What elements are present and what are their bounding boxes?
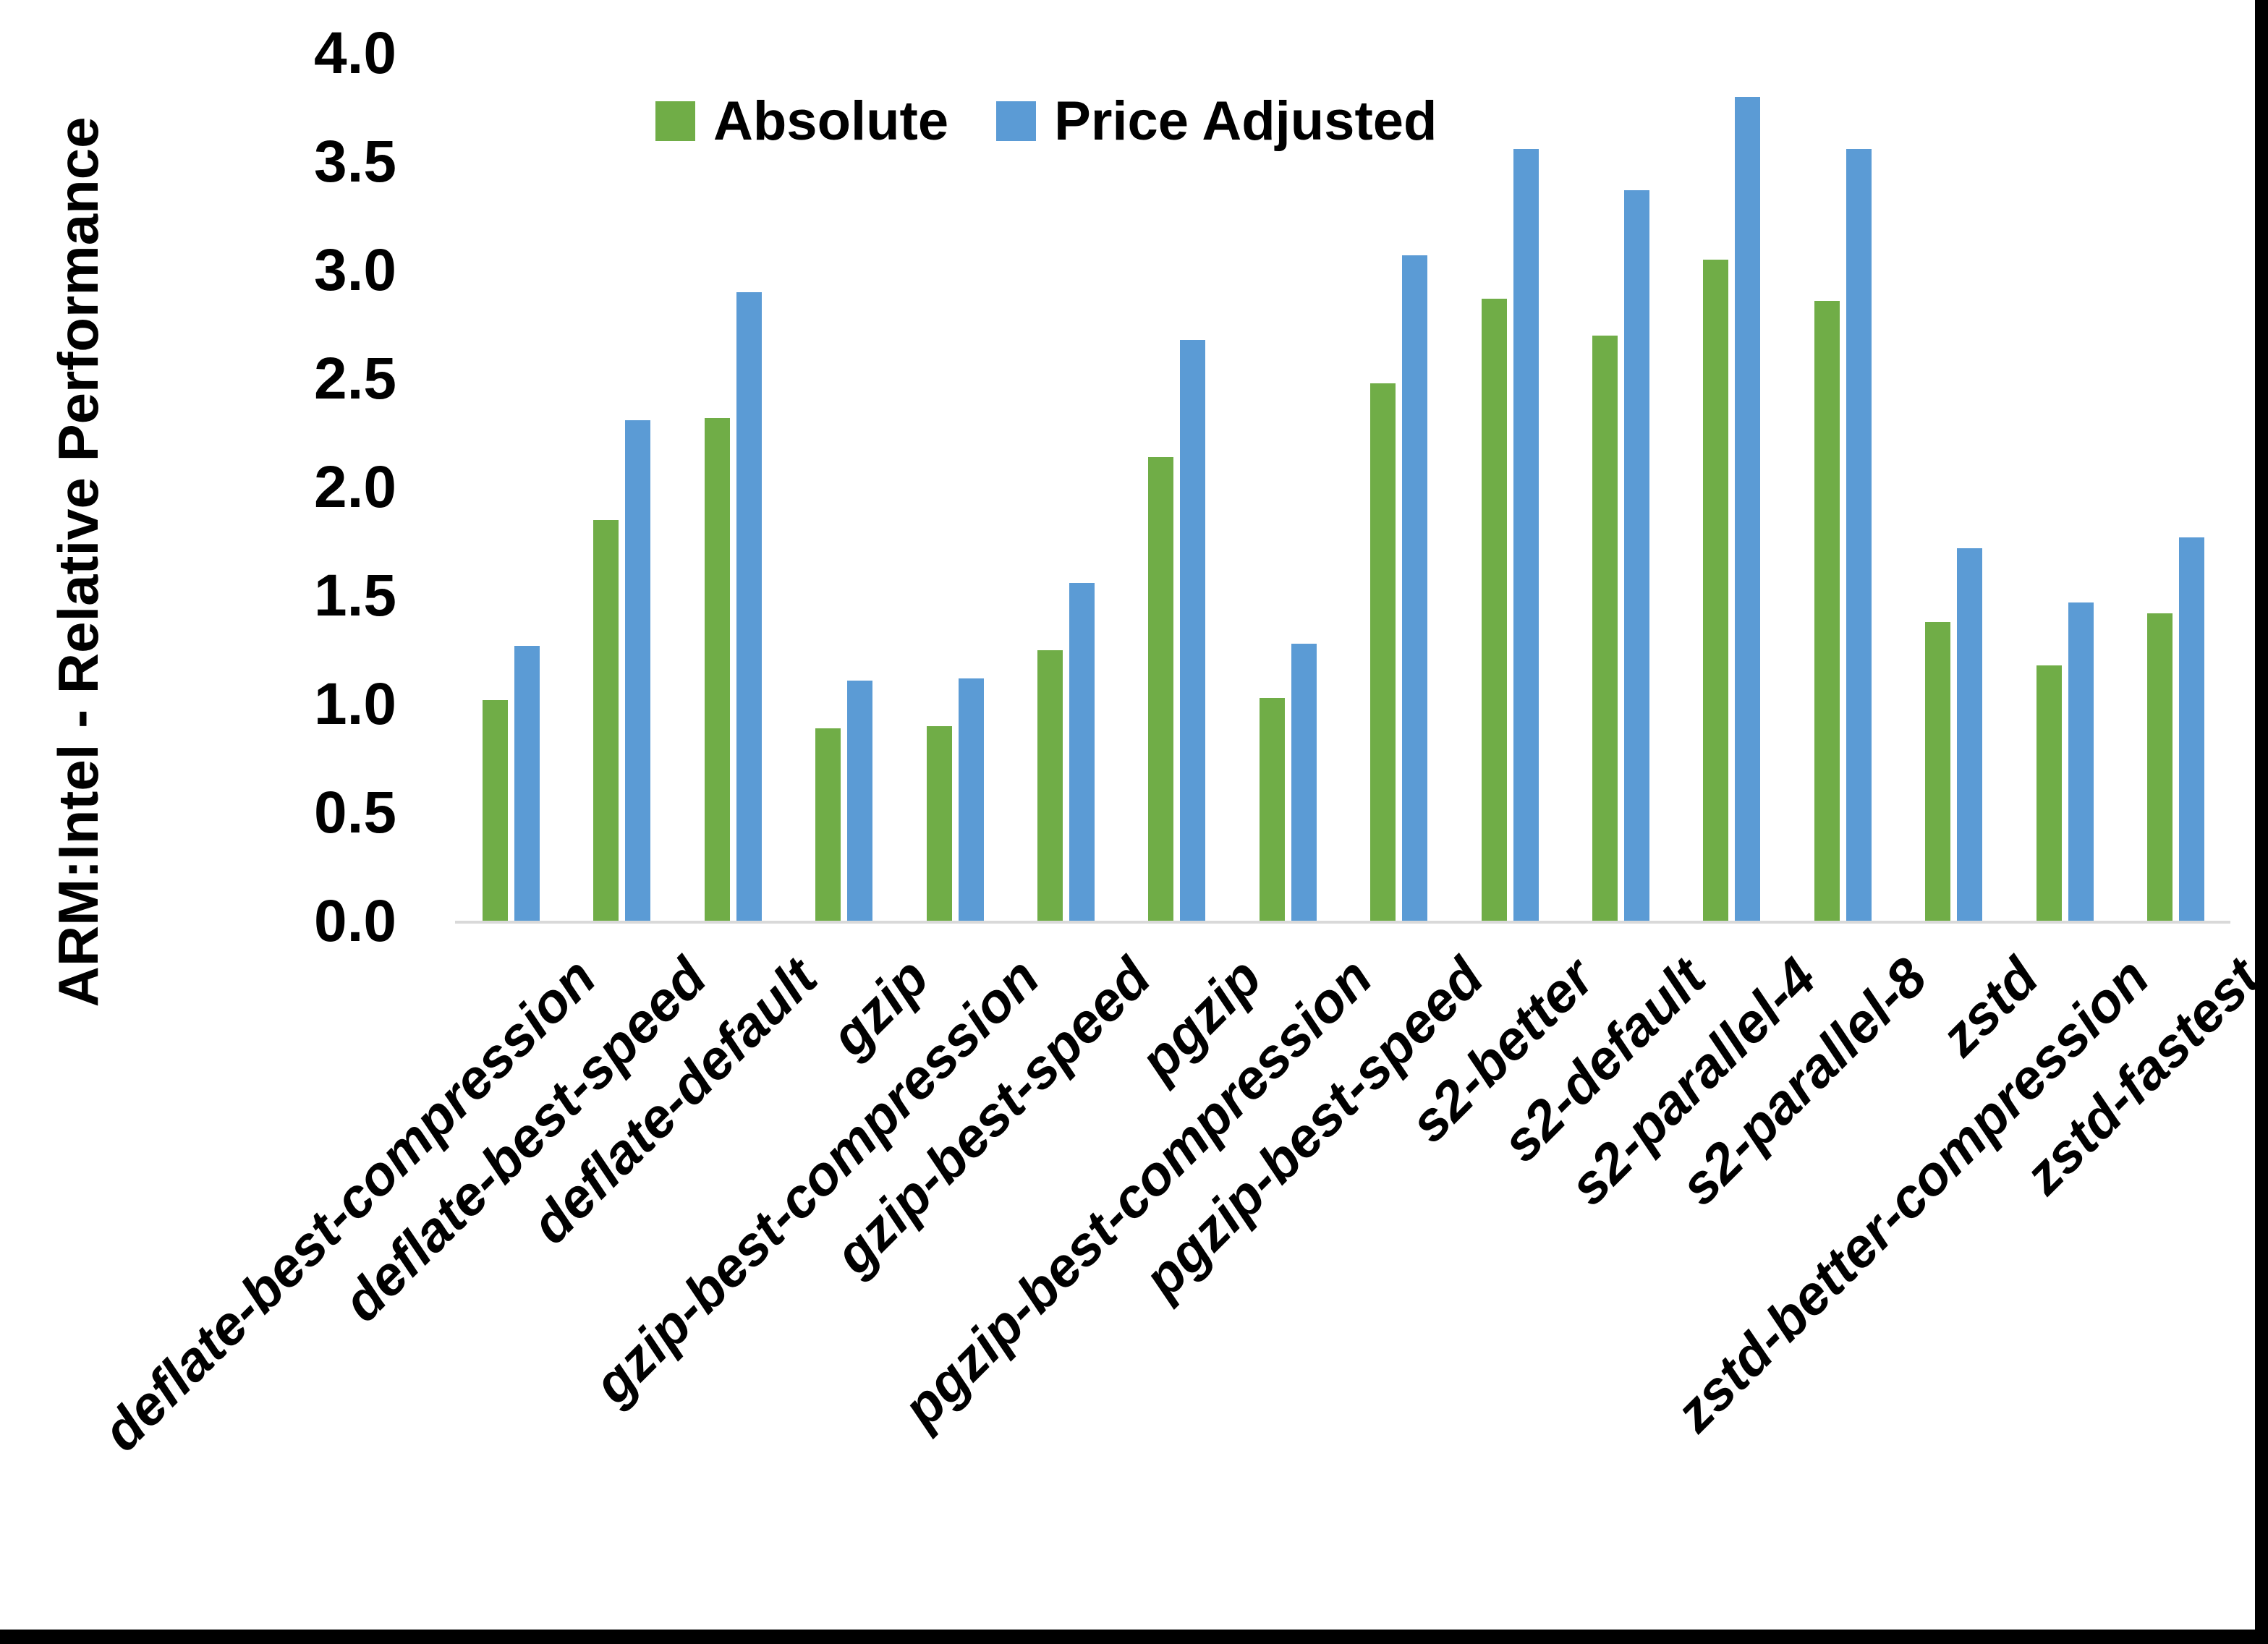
bar-price-adjusted-gzip-best-speed	[1069, 583, 1095, 921]
bar-price-adjusted-s2-parallel-8	[1846, 149, 1872, 921]
legend-item-price-adjusted: Price Adjusted	[996, 90, 1437, 153]
bar-absolute-deflate-best-speed	[593, 520, 619, 921]
x-axis-line	[455, 921, 2230, 924]
bar-absolute-zstd-fastest	[2147, 613, 2173, 921]
bar-absolute-pgzip-best-compression	[1259, 698, 1285, 921]
frame-bottom-edge	[0, 1630, 2268, 1644]
y-tick-label: 3.0	[314, 237, 396, 303]
y-axis-title: ARM:Intel - Relative Performance	[46, 116, 110, 1008]
bar-price-adjusted-s2-better	[1513, 149, 1539, 921]
legend-label-price-adjusted: Price Adjusted	[1054, 90, 1437, 152]
bar-absolute-deflate-best-compression	[483, 700, 508, 921]
y-tick-label: 0.0	[314, 888, 396, 954]
y-tick-label: 2.5	[314, 346, 396, 412]
bar-absolute-zstd	[1925, 622, 1951, 921]
legend-swatch-absolute	[655, 101, 695, 141]
bar-price-adjusted-s2-default	[1624, 190, 1649, 921]
bar-absolute-s2-parallel-4	[1703, 260, 1729, 921]
bar-price-adjusted-s2-parallel-4	[1735, 97, 1761, 921]
y-tick-label: 4.0	[314, 20, 396, 86]
bar-price-adjusted-pgzip	[1180, 340, 1206, 921]
legend-label-absolute: Absolute	[713, 90, 949, 152]
bar-absolute-s2-default	[1592, 336, 1618, 921]
bar-absolute-pgzip	[1148, 457, 1174, 921]
y-tick-label: 0.5	[314, 780, 396, 846]
bar-price-adjusted-zstd-better-compression	[2068, 602, 2094, 921]
bar-price-adjusted-deflate-best-compression	[514, 646, 540, 921]
legend-item-absolute: Absolute	[655, 90, 948, 153]
bar-price-adjusted-zstd-fastest	[2179, 537, 2204, 921]
bar-price-adjusted-deflate-best-speed	[625, 420, 651, 921]
bar-price-adjusted-gzip-best-compression	[958, 678, 984, 921]
bar-absolute-gzip-best-compression	[926, 726, 952, 921]
bar-absolute-deflate-default	[704, 418, 730, 921]
bar-price-adjusted-pgzip-best-compression	[1291, 644, 1317, 921]
bar-price-adjusted-pgzip-best-speed	[1402, 255, 1428, 921]
bar-absolute-gzip-best-speed	[1037, 650, 1063, 921]
bar-price-adjusted-zstd	[1957, 548, 1983, 921]
y-tick-label: 2.0	[314, 454, 396, 520]
bar-absolute-s2-better	[1481, 299, 1507, 921]
bar-absolute-gzip	[815, 728, 841, 921]
bar-absolute-pgzip-best-speed	[1370, 383, 1396, 921]
bar-absolute-s2-parallel-8	[1814, 301, 1840, 921]
bar-absolute-zstd-better-compression	[2036, 665, 2062, 921]
y-tick-label: 1.5	[314, 563, 396, 629]
legend: Absolute Price Adjusted	[655, 81, 1437, 161]
legend-swatch-price-adjusted	[996, 101, 1037, 141]
y-tick-label: 1.0	[314, 671, 396, 737]
bar-price-adjusted-deflate-default	[736, 292, 762, 921]
frame-right-edge	[2255, 0, 2268, 1644]
y-tick-label: 3.5	[314, 129, 396, 195]
bar-price-adjusted-gzip	[847, 681, 873, 921]
